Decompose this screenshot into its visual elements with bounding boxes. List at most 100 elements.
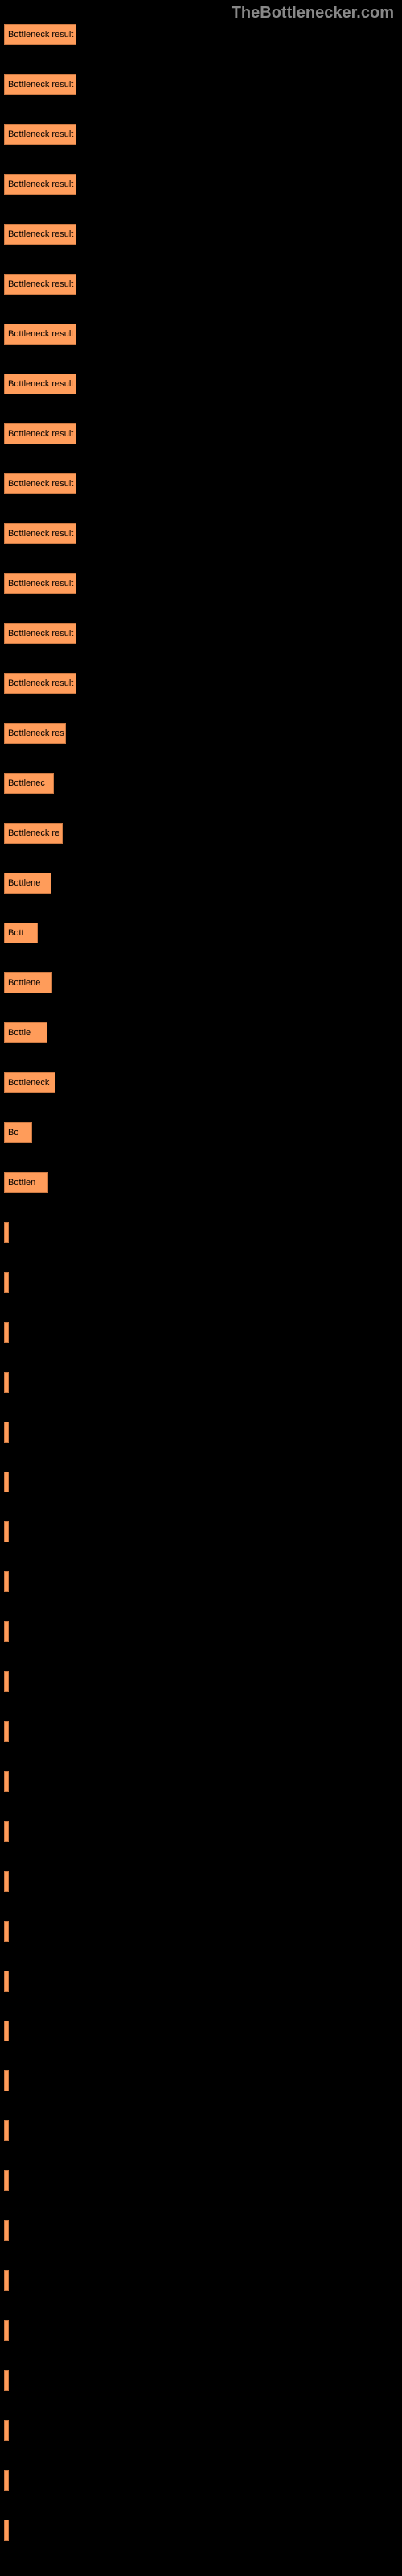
bar-row: Bottleneck result [4,423,398,444]
chart-container: Bottleneck result Bottleneck result Bottle… [0,0,402,2574]
bar-row [4,1372,398,1393]
chart-bar [4,2220,9,2241]
chart-bar [4,1621,9,1642]
chart-bar [4,1771,9,1792]
chart-bar [4,1521,9,1542]
bar-row [4,2470,398,2491]
bar-row: Bottleneck result [4,374,398,394]
chart-bar: Bottleneck [4,1072,55,1093]
bar-row [4,1921,398,1942]
bar-row: Bottleneck res [4,723,398,744]
chart-bar: Bottleneck result [4,224,76,245]
chart-bar [4,2120,9,2141]
bar-row: Bottleneck result [4,623,398,644]
chart-bar: Bottlenec [4,773,54,794]
bar-row [4,2320,398,2341]
chart-bar [4,2270,9,2291]
bar-row: Bottlene [4,972,398,993]
bar-row [4,1671,398,1692]
chart-bar: Bottleneck result [4,673,76,694]
chart-bar [4,1422,9,1443]
watermark: TheBottlenecker.com [232,4,394,23]
chart-bar: Bottleneck res [4,723,66,744]
bar-row: Bottlene [4,873,398,894]
chart-bar [4,1871,9,1892]
chart-bar [4,2021,9,2041]
chart-bar [4,1821,9,1842]
chart-bar: Bottleneck result [4,573,76,594]
chart-bar [4,1921,9,1942]
bar-row: Bottleneck [4,1072,398,1093]
bar-row [4,1821,398,1842]
bar-row [4,2021,398,2041]
chart-bar: Bottle [4,1022,47,1043]
bar-row [4,2270,398,2291]
bar-row [4,2370,398,2391]
chart-bar [4,1472,9,1492]
bar-row: Bottleneck result [4,573,398,594]
bar-row: Bottleneck re [4,823,398,844]
chart-bar: Bottlen [4,1172,48,1193]
chart-bar: Bottleneck result [4,374,76,394]
chart-bar: Bottleneck result [4,473,76,494]
bar-row: Bottleneck result [4,523,398,544]
bar-row: Bottlen [4,1172,398,1193]
bar-row [4,1571,398,1592]
chart-bar: Bottleneck result [4,274,76,295]
chart-bar [4,1322,9,1343]
chart-bar: Bott [4,923,38,943]
chart-bar [4,2170,9,2191]
chart-bar [4,1571,9,1592]
chart-bar [4,2370,9,2391]
chart-bar: Bottleneck result [4,24,76,45]
bar-row [4,1521,398,1542]
chart-bar: Bottleneck result [4,423,76,444]
bar-row: Bott [4,923,398,943]
bar-row: Bottleneck result [4,473,398,494]
chart-bar [4,1671,9,1692]
bar-row [4,1871,398,1892]
chart-bar [4,1721,9,1742]
bar-row [4,2420,398,2441]
bar-row: Bottleneck result [4,24,398,45]
chart-bar: Bo [4,1122,32,1143]
chart-bar [4,2520,9,2541]
bar-row: Bottleneck result [4,274,398,295]
bar-row [4,1222,398,1243]
bar-row: Bottleneck result [4,174,398,195]
chart-bar: Bottleneck result [4,74,76,95]
chart-bar [4,2470,9,2491]
bar-row: Bottleneck result [4,74,398,95]
bar-row: Bottle [4,1022,398,1043]
bar-row: Bottleneck result [4,224,398,245]
bar-row [4,1322,398,1343]
bar-row [4,1971,398,1992]
chart-bar: Bottleneck result [4,324,76,345]
bar-row [4,1771,398,1792]
bar-row [4,1472,398,1492]
chart-bar [4,1272,9,1293]
bar-row [4,1422,398,1443]
chart-bar [4,1222,9,1243]
bar-row [4,2520,398,2541]
chart-bar: Bottleneck result [4,174,76,195]
chart-bar [4,1971,9,1992]
bar-row [4,1272,398,1293]
bar-row [4,2220,398,2241]
chart-bar: Bottleneck re [4,823,63,844]
bar-row [4,2170,398,2191]
bar-row: Bottleneck result [4,324,398,345]
chart-bar: Bottleneck result [4,623,76,644]
bar-row: Bottleneck result [4,124,398,145]
chart-bar: Bottleneck result [4,523,76,544]
chart-bar: Bottleneck result [4,124,76,145]
bar-row: Bo [4,1122,398,1143]
chart-bar [4,2070,9,2091]
chart-bar: Bottlene [4,873,51,894]
bar-row: Bottlenec [4,773,398,794]
bar-row [4,2120,398,2141]
chart-bar [4,1372,9,1393]
bar-row [4,2070,398,2091]
bar-row [4,1721,398,1742]
chart-bar [4,2320,9,2341]
